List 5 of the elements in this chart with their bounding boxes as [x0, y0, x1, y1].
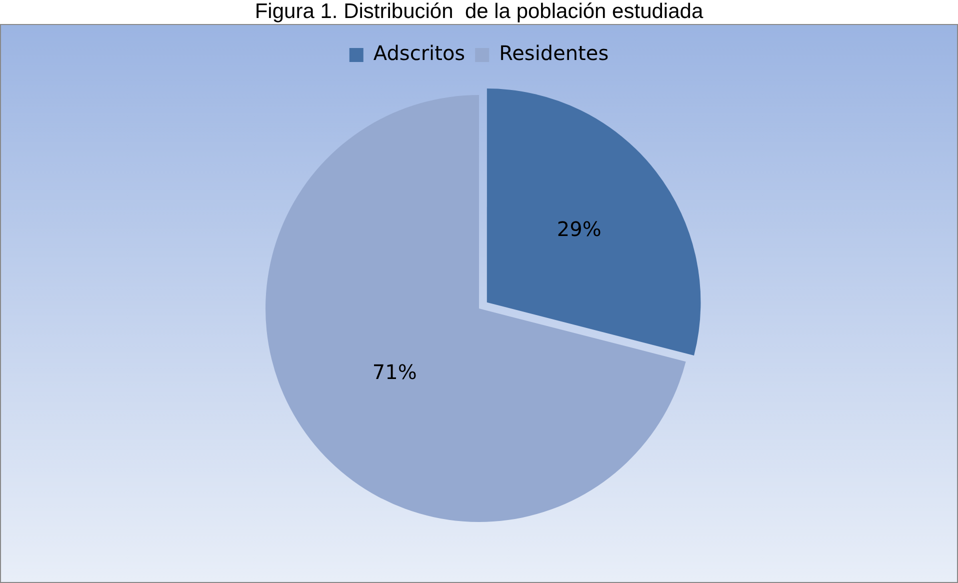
data-label: 29% [556, 217, 602, 242]
legend-label: Residentes [499, 41, 609, 66]
chart-title: Figura 1. Distribución de la población estudiada [254, 0, 704, 24]
data-label: 71% [372, 360, 417, 384]
legend-label: Adscritos [373, 41, 466, 66]
